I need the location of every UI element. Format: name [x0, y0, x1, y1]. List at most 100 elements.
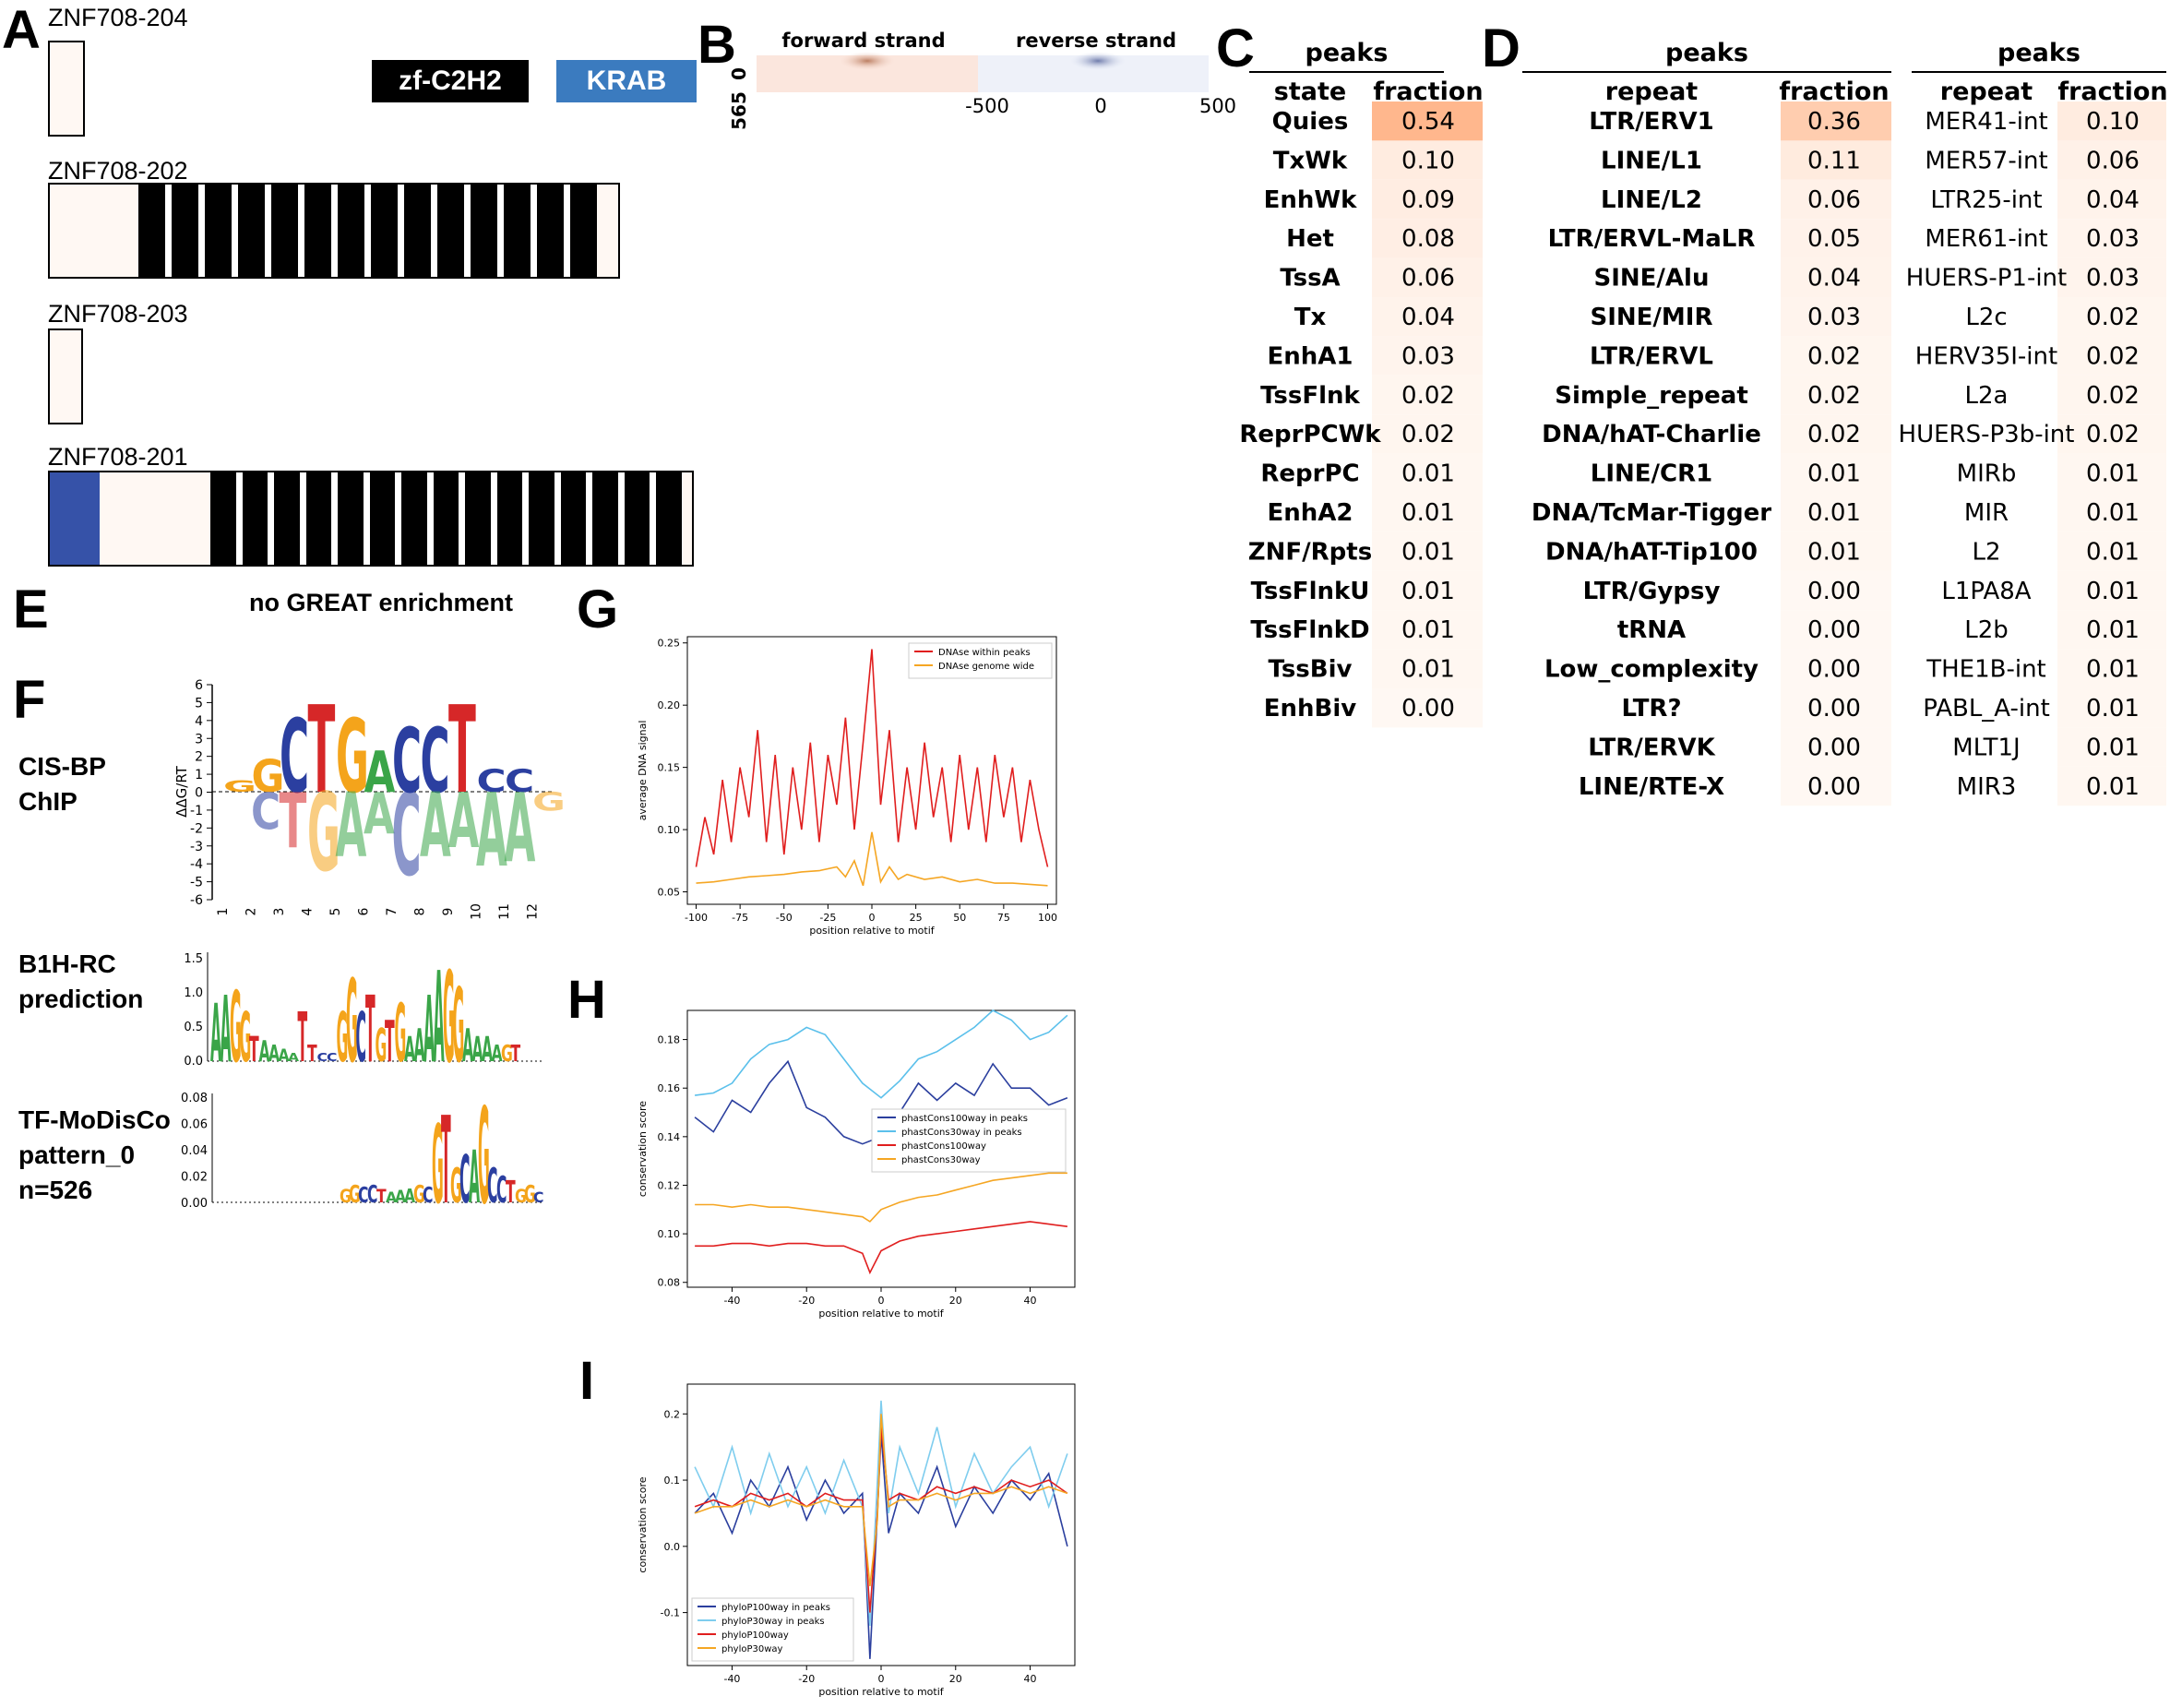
cisbp-label-line: ChIP [18, 786, 78, 816]
x-tick-label: -40 [723, 1295, 740, 1307]
zinc-finger-gap [395, 472, 401, 565]
zinc-finger-domain [570, 185, 597, 277]
zinc-finger-gap [363, 472, 370, 565]
panel_d1-fraction-cell [1781, 766, 1891, 806]
panel-label-h: H [567, 970, 606, 1030]
logo1-bottom-letter: A [364, 780, 395, 847]
logo2-letter: A [279, 1046, 291, 1067]
logo1-top-letter: C [280, 699, 309, 816]
panel_c-fraction-cell [1372, 257, 1483, 297]
zinc-finger-gap [398, 185, 404, 277]
logo2-letter: G [443, 945, 455, 1080]
isoform-unstructured-region [100, 472, 210, 565]
logo1-bottom-letter: A [336, 774, 367, 878]
logo2-letter: A [492, 1040, 503, 1067]
isoform-bar [48, 183, 620, 279]
panel_d2-fraction-cell [2057, 102, 2166, 141]
logo1-ytick: -2 [190, 821, 203, 836]
panel_c-row-value: 0.00 [1401, 695, 1455, 723]
y-tick-label: 0.20 [658, 699, 681, 711]
panel-label-b: B [698, 15, 736, 75]
logo2-letter: T [385, 1008, 395, 1075]
panel_d1-fraction-cell [1781, 453, 1891, 493]
panel_d2-row-label: MIR [1964, 499, 2009, 527]
logo1-bottom-letter: A [476, 772, 507, 890]
zinc-finger-domain [242, 472, 268, 565]
logo1-xtick: 3 [272, 908, 287, 916]
panel_d2-row-label: LTR25-int [1930, 186, 2042, 214]
panel_d2-row-value: 0.06 [2086, 147, 2140, 174]
logo1-top-letter: C [421, 710, 450, 813]
panel-label-d: D [1482, 18, 1520, 78]
panel_c-row-label: EnhBiv [1264, 695, 1357, 723]
panel_d2-row-value: 0.01 [2086, 499, 2140, 527]
panel_d2-row-label: PABL_A-int [1923, 695, 2050, 723]
panel_d2-row-label: L2c [1965, 304, 2007, 331]
panel_d1-row-label: LINE/L1 [1601, 147, 1702, 174]
y-tick-label: 0.2 [664, 1408, 681, 1420]
panel_d2-row-label: MER61-int [1925, 225, 2047, 253]
panel_d2-row-label: MER57-int [1925, 147, 2047, 174]
logo3-letter: C [358, 1183, 368, 1208]
logo3-letter: G [432, 1102, 444, 1223]
panel_d1-row-value: 0.00 [1807, 616, 1861, 644]
logo1-xtick: 11 [497, 903, 512, 920]
logo2-letter: T [511, 1040, 521, 1067]
panel_c-row-label: TssA [1280, 265, 1340, 293]
panel_d1-row-value: 0.11 [1807, 147, 1861, 174]
zinc-finger-gap [235, 472, 243, 565]
panel_d2-fraction-cell [2057, 453, 2166, 493]
panel_c-fraction-cell [1372, 297, 1483, 337]
logo3-letter: G [340, 1187, 352, 1207]
panel_d2-fraction-cell [2057, 140, 2166, 180]
legend-frame [691, 1597, 854, 1662]
y-tick-label: 0.10 [658, 824, 681, 836]
panel_d2-fraction-cell [2057, 649, 2166, 688]
panel_d1-fraction-cell [1781, 493, 1891, 532]
logo1-top-letter: G [223, 778, 256, 795]
panel_d1-fraction-cell [1781, 336, 1891, 376]
panel_d2-fraction-cell [2057, 493, 2166, 532]
panel_d2-row-value: 0.01 [2086, 773, 2140, 801]
zinc-finger-gap [617, 472, 625, 565]
logo2-letter: G [346, 955, 358, 1080]
panel_d2-fraction-cell [2057, 532, 2166, 571]
x-tick-label: 20 [949, 1673, 962, 1685]
logo2-letter: A [268, 1040, 280, 1067]
y-tick-label: 0.10 [658, 1228, 681, 1240]
zinc-finger-gap [165, 185, 172, 277]
panel_d2-fraction-cell [2057, 179, 2166, 220]
logo3-letter: A [386, 1189, 397, 1206]
panel_d1-row-label: LTR/ERV1 [1589, 108, 1714, 136]
enrichment-tables: peaks state fraction Quies 0.54 TxWk 0.10 EnhWk… [1239, 39, 2168, 806]
x-tick-label: 40 [1024, 1673, 1037, 1685]
logo2-ytick: 0.5 [184, 1021, 203, 1034]
logo3-letter: A [404, 1186, 416, 1208]
modisco-label-line: pattern_0 [18, 1140, 136, 1169]
panel_d1-row-value: 0.03 [1807, 304, 1861, 331]
y-axis-label: conservation score [637, 1101, 649, 1197]
zinc-finger-domain [465, 472, 491, 565]
chart-h: -40 -20 0 20 40 0.08 0.10 0.12 0.14 0.16 0.18 posit… [637, 1009, 1076, 1320]
panel_c-fraction-cell [1372, 453, 1483, 493]
series-line-0 [695, 649, 1049, 867]
panel_d2-row-label: HUERS-P3b-int [1899, 421, 2075, 448]
legend-entry: phyloP100way [721, 1630, 789, 1641]
zinc-finger-gap [464, 185, 471, 277]
x-tick-label: 100 [1038, 912, 1057, 924]
logo2-letter: A [482, 1030, 493, 1069]
b-xtick: 0 [1094, 95, 1106, 117]
cisbp-label-line: CIS-BP [18, 752, 106, 781]
logo1-top-letter: G [336, 699, 369, 816]
panel_d1-row-label: Low_complexity [1544, 656, 1759, 684]
logo2-letter: C [317, 1051, 328, 1064]
strand-heatmap: forward strand reverse strand 0 565 -500… [729, 30, 1236, 129]
logo3-ytick: 0.04 [181, 1144, 208, 1158]
panel_d1-fraction-cell [1781, 727, 1891, 767]
y-tick-label: 0.0 [664, 1541, 681, 1553]
zinc-finger-gap [331, 472, 338, 565]
logo2-letter: C [327, 1051, 337, 1064]
panel_c-row-label: TssFlnkU [1251, 578, 1370, 605]
logo2-letter: A [288, 1051, 299, 1064]
logo2-letter: T [365, 976, 376, 1080]
